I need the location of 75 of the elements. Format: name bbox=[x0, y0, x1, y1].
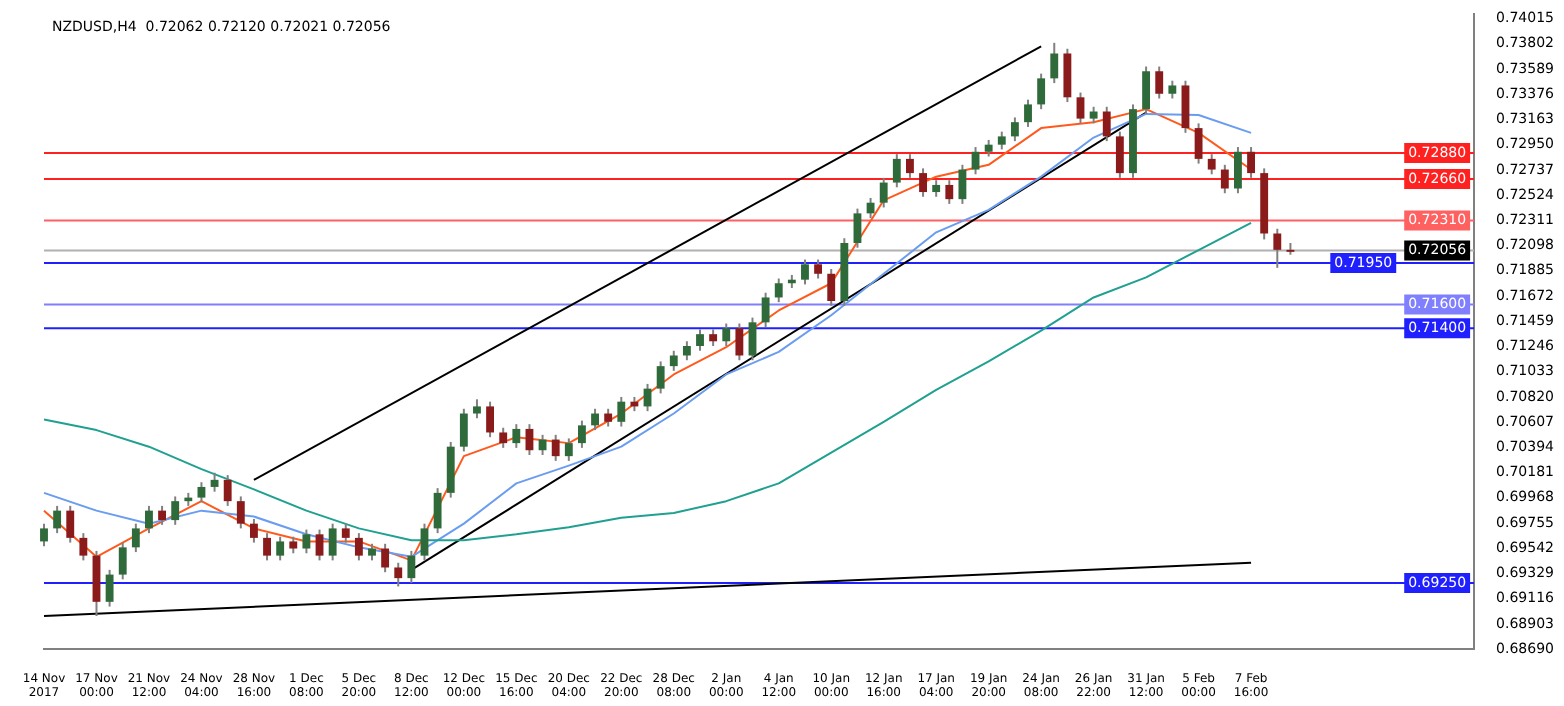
candlestick bbox=[1010, 116, 1019, 143]
candlestick bbox=[158, 504, 167, 526]
candlestick bbox=[866, 196, 875, 220]
candlestick bbox=[656, 360, 665, 395]
candlestick bbox=[197, 481, 206, 504]
candlestick bbox=[1155, 65, 1164, 100]
candlestick bbox=[1273, 227, 1282, 269]
candlestick bbox=[315, 528, 324, 562]
candlestick bbox=[564, 437, 573, 462]
candlestick bbox=[446, 440, 455, 499]
candlestick bbox=[1076, 91, 1085, 125]
candlestick bbox=[892, 153, 901, 189]
candlestick bbox=[682, 340, 691, 362]
candlestick bbox=[1063, 47, 1072, 104]
candlestick bbox=[53, 504, 62, 535]
candlestick bbox=[79, 532, 88, 562]
candlestick bbox=[1234, 146, 1242, 195]
candlestick bbox=[171, 495, 180, 526]
candlestick bbox=[538, 433, 547, 456]
candlestick bbox=[919, 167, 927, 198]
candlestick bbox=[1050, 41, 1059, 85]
candlestick bbox=[354, 532, 363, 562]
candlestick bbox=[1207, 153, 1216, 176]
candlestick bbox=[433, 487, 442, 535]
candlestick bbox=[1037, 72, 1046, 111]
candlestick bbox=[131, 522, 140, 554]
candlestick bbox=[249, 517, 258, 544]
candlestick bbox=[735, 322, 744, 362]
candlestick bbox=[577, 419, 586, 449]
candlestick bbox=[328, 522, 337, 562]
candlestick bbox=[499, 426, 508, 449]
candlestick bbox=[814, 258, 823, 280]
candlestick bbox=[118, 541, 127, 581]
candlestick bbox=[1102, 105, 1111, 143]
candlestick bbox=[302, 528, 311, 555]
candlestick bbox=[853, 207, 862, 249]
candlestick bbox=[276, 535, 285, 562]
candlestick bbox=[906, 153, 914, 179]
candlestick bbox=[1194, 122, 1203, 165]
candlestick bbox=[394, 561, 403, 588]
candlestick bbox=[696, 328, 704, 352]
candlestick bbox=[486, 400, 495, 439]
candlestick bbox=[1181, 79, 1190, 134]
candlestick bbox=[459, 407, 468, 453]
candlestick bbox=[879, 176, 888, 209]
candlestick bbox=[801, 258, 809, 286]
candlestick bbox=[1115, 130, 1124, 179]
candlestick bbox=[551, 433, 560, 462]
candlestick bbox=[473, 398, 481, 420]
candlestick bbox=[669, 349, 678, 372]
candlestick bbox=[1024, 98, 1032, 128]
candlestick bbox=[407, 549, 416, 584]
candlestick bbox=[971, 146, 980, 176]
candlestick bbox=[236, 495, 245, 530]
candlestick bbox=[420, 522, 429, 562]
candlestick bbox=[958, 163, 967, 205]
candlestick bbox=[722, 322, 731, 348]
candlestick bbox=[66, 504, 75, 544]
candlestick bbox=[105, 568, 114, 608]
candlestick bbox=[1220, 163, 1229, 195]
candlestick bbox=[381, 542, 390, 574]
candlestick bbox=[512, 423, 521, 449]
candlestick bbox=[341, 522, 350, 544]
candlestick bbox=[761, 291, 770, 329]
candlestick bbox=[945, 179, 954, 205]
candlestick bbox=[145, 504, 153, 535]
candlestick bbox=[827, 268, 836, 307]
candlestick bbox=[591, 407, 599, 432]
candlestick bbox=[1142, 65, 1151, 115]
candlestick bbox=[223, 474, 232, 507]
candlestick bbox=[1247, 146, 1255, 179]
candlestick bbox=[617, 395, 626, 428]
candlestick bbox=[263, 532, 271, 562]
candlestick bbox=[774, 277, 783, 304]
candlestick bbox=[40, 522, 48, 548]
